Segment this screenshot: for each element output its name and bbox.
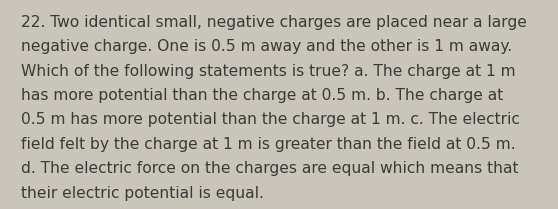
Text: d. The electric force on the charges are equal which means that: d. The electric force on the charges are… — [21, 161, 519, 176]
Text: field felt by the charge at 1 m is greater than the field at 0.5 m.: field felt by the charge at 1 m is great… — [21, 137, 516, 152]
Text: 22. Two identical small, negative charges are placed near a large: 22. Two identical small, negative charge… — [21, 15, 527, 30]
Text: negative charge. One is 0.5 m away and the other is 1 m away.: negative charge. One is 0.5 m away and t… — [21, 39, 512, 54]
Text: Which of the following statements is true? a. The charge at 1 m: Which of the following statements is tru… — [21, 64, 516, 79]
Text: their electric potential is equal.: their electric potential is equal. — [21, 186, 264, 201]
Text: has more potential than the charge at 0.5 m. b. The charge at: has more potential than the charge at 0.… — [21, 88, 503, 103]
Text: 0.5 m has more potential than the charge at 1 m. c. The electric: 0.5 m has more potential than the charge… — [21, 112, 520, 127]
